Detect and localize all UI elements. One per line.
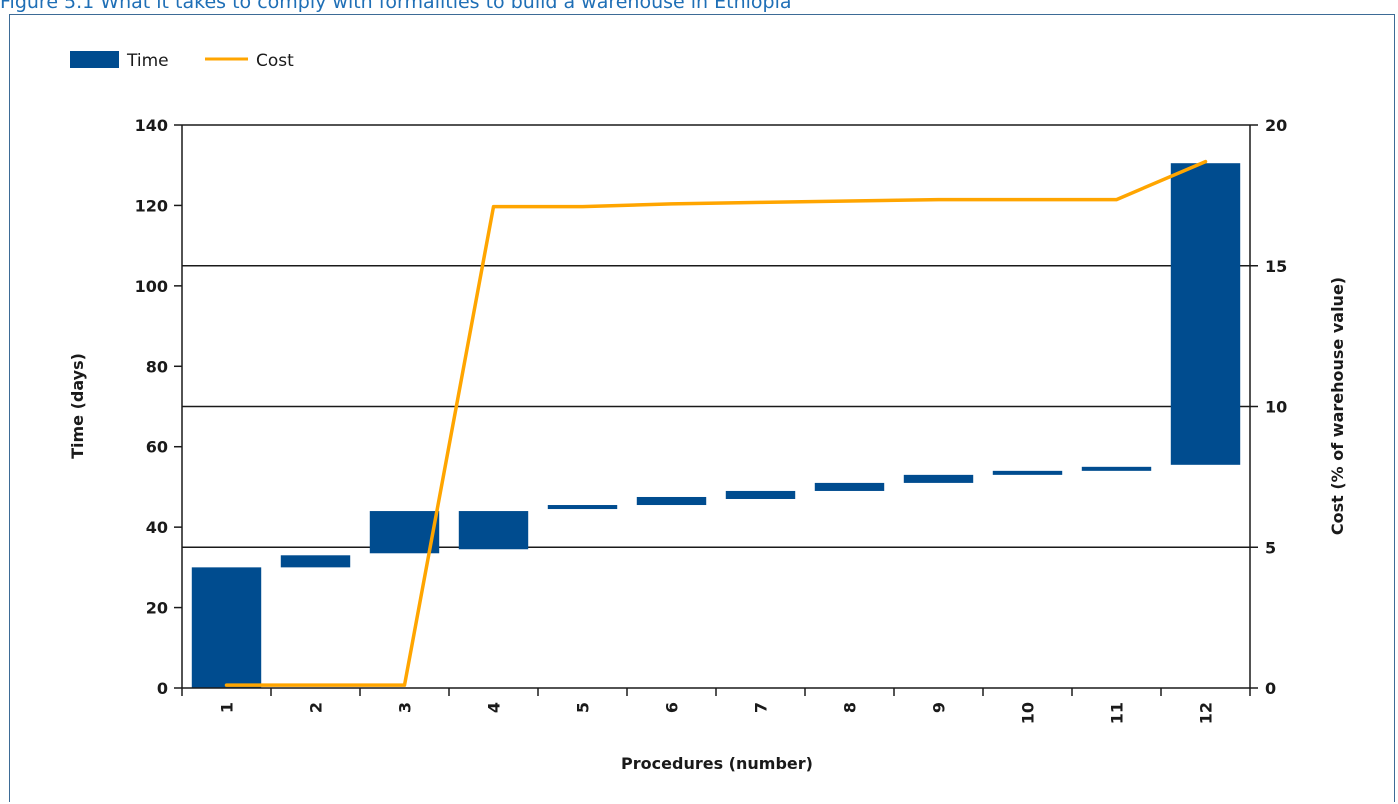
x-tick-label: 3: [396, 702, 415, 713]
x-tick-label: 4: [485, 702, 504, 713]
time-bar: [1081, 466, 1152, 471]
x-tick-label: 12: [1197, 702, 1216, 724]
y-tick-label: 60: [146, 438, 168, 457]
y2-tick-label: 10: [1265, 398, 1287, 417]
legend-time-label: Time: [126, 51, 169, 71]
time-bar: [992, 470, 1063, 475]
legend: Time Cost: [70, 51, 294, 71]
x-tick-label: 9: [930, 702, 949, 713]
cost-line-layer: [224, 159, 1208, 687]
legend-cost-label: Cost: [256, 51, 294, 71]
y2-axis-title: Cost (% of warehouse value): [1328, 277, 1347, 535]
y-tick-label: 40: [146, 518, 168, 537]
cost-line: [224, 159, 1208, 687]
x-tick-label: 2: [307, 702, 326, 713]
time-bar: [903, 474, 974, 483]
x-axis-title: Procedures (number): [621, 754, 813, 773]
y-axis-title: Time (days): [68, 353, 87, 459]
y-tick-label: 100: [135, 277, 168, 296]
time-bar: [725, 490, 796, 499]
x-tick-label: 8: [841, 702, 860, 713]
time-bar: [280, 555, 351, 568]
gridlines: [182, 265, 1250, 548]
time-bar: [636, 496, 707, 506]
x-tick-label: 7: [752, 702, 771, 713]
time-bar: [547, 505, 618, 510]
chart-frame: [9, 14, 1395, 802]
x-tick-label: 1: [218, 702, 237, 713]
y2-tick-label: 20: [1265, 116, 1287, 135]
time-bars: [191, 163, 1241, 688]
time-bar: [814, 482, 885, 491]
x-tick-label: 6: [663, 702, 682, 713]
figure-title: Figure 5.1 What it takes to comply with …: [0, 0, 792, 13]
y-tick-label: 0: [157, 679, 168, 698]
legend-time-swatch: [70, 51, 119, 68]
y-tick-label: 140: [135, 116, 168, 135]
time-bar: [458, 511, 529, 550]
time-bar: [1170, 163, 1241, 465]
x-tick-label: 11: [1108, 702, 1127, 724]
y-tick-label: 120: [135, 196, 168, 215]
x-tick-label: 5: [574, 702, 593, 713]
y-tick-label: 20: [146, 599, 168, 618]
y2-tick-label: 0: [1265, 679, 1276, 698]
y2-tick-label: 15: [1265, 257, 1287, 276]
time-bar: [369, 511, 440, 554]
x-tick-label: 10: [1019, 702, 1038, 724]
time-bar: [191, 567, 262, 688]
y-tick-label: 80: [146, 357, 168, 376]
y2-tick-label: 5: [1265, 538, 1276, 557]
